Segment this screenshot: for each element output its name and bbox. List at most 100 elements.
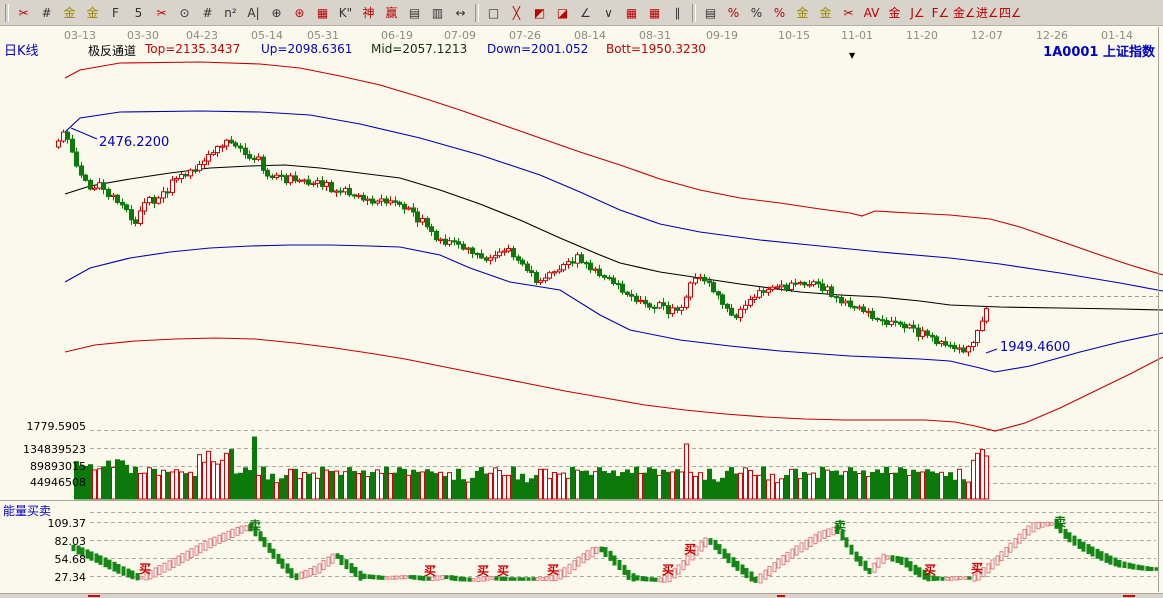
draw-knife-icon[interactable]: ✂ (18, 5, 29, 20)
oscillator-bar (954, 576, 959, 581)
box-select-icon[interactable]: □ (487, 5, 500, 20)
candle-body (493, 255, 498, 259)
j-angle-icon[interactable]: J∠ (910, 5, 925, 20)
candle-body (643, 299, 648, 305)
oscillator-bar (417, 575, 422, 581)
oscillator-bar (1154, 567, 1159, 571)
candle-body (752, 296, 757, 300)
parallel-lines-icon[interactable]: ∥ (674, 5, 681, 20)
ying-tool-icon[interactable]: 赢 (385, 5, 398, 20)
oscillator-bar (735, 560, 740, 571)
pitchfork-icon[interactable]: A| (247, 5, 260, 20)
ruler-123-icon[interactable]: ▥ (431, 5, 444, 20)
channel-line-bott (64, 337, 1163, 432)
volume-bar (688, 471, 693, 500)
candle-body (379, 198, 384, 202)
candle-body (625, 291, 630, 295)
chevron-down-icon[interactable]: ▼ (849, 51, 856, 60)
zigzag-icon[interactable]: ∨ (604, 5, 613, 20)
gold-angle-icon[interactable]: 金∠ (953, 5, 974, 20)
si-angle-icon[interactable]: 四∠ (999, 5, 1020, 20)
candle-body (65, 131, 70, 140)
oscillator-bar (885, 555, 890, 560)
volume-bar (447, 472, 452, 500)
volume-bar (375, 469, 380, 500)
gold-tool-icon[interactable]: 金 (63, 5, 76, 20)
oscillator-bar (1113, 557, 1118, 567)
candle-body (411, 207, 416, 213)
gold-underline-icon[interactable]: 金 (888, 5, 901, 20)
candle-body (748, 298, 753, 306)
volume-bar (870, 472, 875, 500)
compass-icon[interactable]: ⊕ (271, 5, 282, 20)
volume-bar (343, 471, 348, 500)
oscillator-bar (926, 572, 931, 582)
volume-bar (324, 469, 329, 500)
candle-body (948, 344, 953, 347)
candle-body (952, 345, 957, 350)
candle-body (971, 341, 976, 347)
candle-body (816, 281, 821, 285)
percent-line-icon[interactable]: % (773, 5, 786, 20)
fan-light-icon[interactable]: ◩ (533, 5, 546, 20)
oscillator-bar (189, 548, 194, 559)
volume-bar (893, 472, 898, 500)
candle-body (798, 281, 803, 285)
channel-line-up (64, 110, 1163, 292)
red-grid-2-icon[interactable]: ▦ (648, 5, 661, 20)
percent-strike-icon[interactable]: % (727, 5, 740, 20)
gold-tool-2-icon[interactable]: 金 (86, 5, 99, 20)
buy-marker: 买 (684, 542, 696, 556)
volume-bar (320, 466, 325, 500)
candle-body (534, 272, 539, 283)
shen-tool-icon[interactable]: 神 (362, 5, 375, 20)
gold-circle-icon[interactable]: 金 (796, 5, 809, 20)
volume-bar (547, 478, 552, 500)
fan-dark-icon[interactable]: ◪ (556, 5, 569, 20)
brush-2-icon[interactable]: ✂ (843, 5, 854, 20)
gann-wheel-icon[interactable]: ⊛ (294, 5, 305, 20)
av-box-icon[interactable]: AV (863, 5, 880, 20)
oscillator-bar (858, 556, 863, 567)
candle-body (215, 145, 220, 154)
cycle-clock-icon[interactable]: ⊙ (179, 5, 190, 20)
volume-bar (402, 468, 407, 500)
candle-body (875, 317, 880, 321)
ray-fan-icon[interactable]: ╳ (512, 5, 521, 20)
oscillator-bar (535, 577, 540, 581)
volume-bar (388, 472, 393, 500)
f-angle-icon[interactable]: F∠ (931, 5, 950, 20)
volume-bar (693, 475, 698, 500)
volume-bar (834, 470, 839, 500)
toolbar-separator (475, 3, 479, 22)
candle-body (893, 320, 898, 323)
gann-grid-icon[interactable]: ▦ (316, 5, 329, 20)
hash-ruler-icon[interactable]: # (41, 5, 52, 20)
candle-body (120, 201, 125, 206)
brush-tool-icon[interactable]: ✂ (156, 5, 167, 20)
oscillator-bar (722, 548, 727, 559)
oscillator-bar (1017, 533, 1022, 544)
volume-bar (939, 471, 944, 500)
candle-body (675, 307, 680, 311)
k-note-icon[interactable]: K" (338, 5, 353, 20)
volume-bar (725, 470, 730, 500)
n-square-icon[interactable]: n² (224, 5, 237, 20)
ruler-box-icon[interactable]: ▤ (408, 5, 421, 20)
bar-compare-icon[interactable]: ▤ (704, 5, 717, 20)
angle-rays-icon[interactable]: ∠ (580, 5, 591, 20)
candle-body (83, 174, 88, 181)
kline-period-label[interactable]: 日K线 (4, 44, 39, 59)
fib-grid-icon[interactable]: F (112, 5, 119, 20)
red-grid-icon[interactable]: ▦ (625, 5, 638, 20)
percent-icon[interactable]: % (750, 5, 763, 20)
oscillator-bar (412, 575, 417, 580)
oscillator-bar (649, 577, 654, 582)
candle-body (170, 179, 175, 193)
spiral-tool-icon[interactable]: 5 (134, 5, 143, 20)
gold-lines-icon[interactable]: 金 (819, 5, 832, 20)
width-measure-icon[interactable]: ↔ (455, 5, 466, 20)
jin-angle-icon[interactable]: 进∠ (976, 5, 997, 20)
hash-ruler-2-icon[interactable]: # (202, 5, 213, 20)
